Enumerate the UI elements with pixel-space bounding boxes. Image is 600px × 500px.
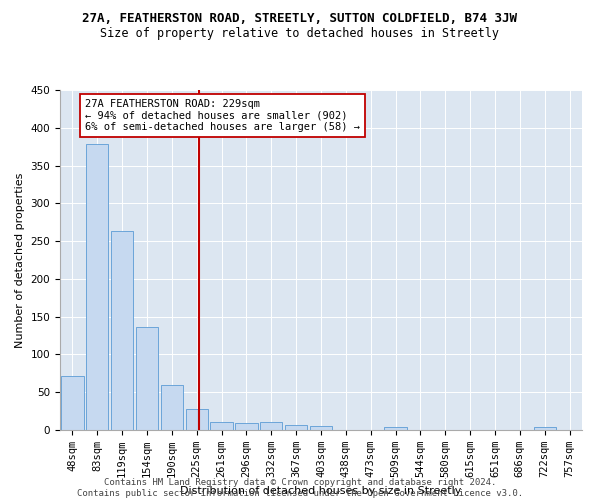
Y-axis label: Number of detached properties: Number of detached properties	[15, 172, 25, 348]
Bar	[86, 144, 109, 430]
Text: 27A FEATHERSTON ROAD: 229sqm
← 94% of detached houses are smaller (902)
6% of se: 27A FEATHERSTON ROAD: 229sqm ← 94% of de…	[85, 99, 360, 132]
Text: Size of property relative to detached houses in Streetly: Size of property relative to detached ho…	[101, 28, 499, 40]
Bar	[260, 422, 283, 430]
Bar	[235, 423, 257, 430]
Bar	[285, 424, 307, 430]
Bar	[185, 409, 208, 430]
Bar	[111, 232, 133, 430]
Bar	[61, 376, 83, 430]
Bar	[310, 426, 332, 430]
Bar	[385, 427, 407, 430]
Text: Contains HM Land Registry data © Crown copyright and database right 2024.
Contai: Contains HM Land Registry data © Crown c…	[77, 478, 523, 498]
Bar	[136, 327, 158, 430]
Bar	[533, 427, 556, 430]
Bar	[161, 384, 183, 430]
Bar	[211, 422, 233, 430]
Text: 27A, FEATHERSTON ROAD, STREETLY, SUTTON COLDFIELD, B74 3JW: 27A, FEATHERSTON ROAD, STREETLY, SUTTON …	[83, 12, 517, 26]
X-axis label: Distribution of detached houses by size in Streetly: Distribution of detached houses by size …	[181, 486, 461, 496]
